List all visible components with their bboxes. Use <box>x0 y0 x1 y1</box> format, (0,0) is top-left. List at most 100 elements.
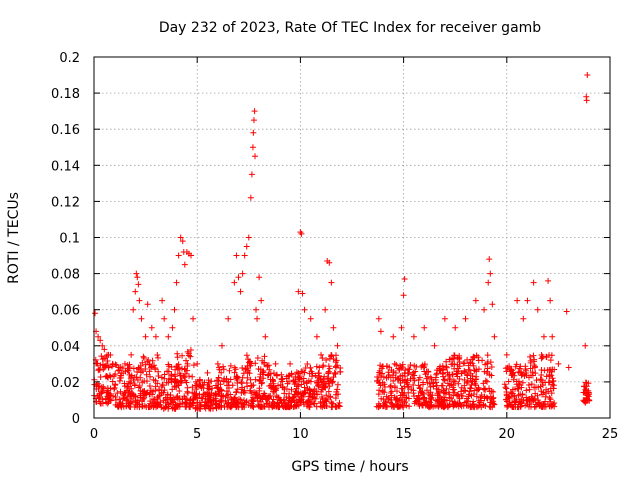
data-point <box>96 382 103 389</box>
data-point <box>322 396 329 403</box>
data-point <box>179 238 186 245</box>
data-point <box>537 376 544 383</box>
data-point <box>197 403 204 410</box>
data-point <box>452 324 459 331</box>
data-point <box>172 371 179 378</box>
data-point <box>124 394 131 401</box>
data-point <box>536 400 543 407</box>
data-point <box>262 333 269 340</box>
data-point <box>109 360 116 367</box>
data-point <box>465 393 472 400</box>
data-point <box>285 373 292 380</box>
data-point <box>488 363 495 370</box>
data-point <box>218 342 225 349</box>
data-point <box>550 385 557 392</box>
data-point <box>238 386 245 393</box>
data-point <box>220 363 227 370</box>
data-point <box>125 365 132 372</box>
data-point <box>539 403 546 410</box>
data-point <box>139 398 146 405</box>
data-point <box>526 396 533 403</box>
y-tick-label: 0.08 <box>51 268 80 283</box>
data-point <box>142 361 149 368</box>
data-point <box>267 370 274 377</box>
data-point <box>187 353 194 360</box>
data-point <box>400 392 407 399</box>
data-point <box>415 382 422 389</box>
data-point <box>250 117 257 124</box>
data-point <box>525 381 532 388</box>
data-point <box>381 384 388 391</box>
data-point <box>238 404 245 411</box>
data-point <box>251 153 258 160</box>
data-point <box>263 400 270 407</box>
data-point <box>423 375 430 382</box>
data-point <box>127 375 134 382</box>
data-point <box>165 333 172 340</box>
data-point <box>257 373 264 380</box>
data-point <box>326 355 333 362</box>
data-point <box>112 361 119 368</box>
data-point <box>439 382 446 389</box>
data-point <box>215 374 222 381</box>
data-point <box>395 375 402 382</box>
data-point <box>427 395 434 402</box>
data-point <box>402 367 409 374</box>
data-point <box>167 392 174 399</box>
data-point <box>480 386 487 393</box>
data-point <box>112 381 119 388</box>
data-point <box>456 359 463 365</box>
data-point <box>531 384 538 391</box>
data-point <box>132 393 139 400</box>
data-point <box>376 387 383 394</box>
data-point <box>147 373 154 380</box>
data-point <box>407 375 414 382</box>
data-point <box>487 270 494 277</box>
data-point <box>331 369 338 376</box>
data-points <box>91 72 593 412</box>
data-point <box>582 399 589 406</box>
data-point <box>549 333 556 340</box>
data-point <box>298 230 305 237</box>
data-point <box>520 315 527 322</box>
data-point <box>247 194 254 201</box>
data-point <box>308 368 315 375</box>
data-point <box>200 391 207 398</box>
data-point <box>505 378 512 385</box>
data-point <box>199 395 206 402</box>
data-point <box>100 385 107 392</box>
data-point <box>240 370 247 377</box>
data-point <box>401 383 408 390</box>
data-point <box>519 379 526 386</box>
data-point <box>280 397 287 404</box>
data-point <box>391 384 398 391</box>
data-point <box>528 381 535 388</box>
data-point <box>227 362 234 369</box>
data-point <box>259 394 266 401</box>
data-point <box>170 395 177 402</box>
data-point <box>190 315 197 322</box>
data-point <box>427 383 434 390</box>
data-point <box>507 366 514 373</box>
data-point <box>431 342 438 349</box>
data-point <box>157 401 164 408</box>
data-point <box>478 391 485 398</box>
data-point <box>432 376 439 383</box>
data-point <box>525 403 532 410</box>
data-point <box>243 243 250 250</box>
data-point <box>261 353 268 360</box>
data-point <box>133 374 140 381</box>
data-point <box>95 366 102 373</box>
data-point <box>310 400 317 407</box>
data-point <box>453 392 460 399</box>
data-point <box>128 395 135 402</box>
data-point <box>120 391 127 398</box>
data-point <box>159 297 166 304</box>
data-point <box>193 404 200 411</box>
data-point <box>296 374 303 381</box>
data-point <box>332 371 339 378</box>
data-point <box>510 376 517 383</box>
data-point <box>93 398 100 405</box>
data-point <box>128 385 135 392</box>
data-point <box>205 377 212 384</box>
